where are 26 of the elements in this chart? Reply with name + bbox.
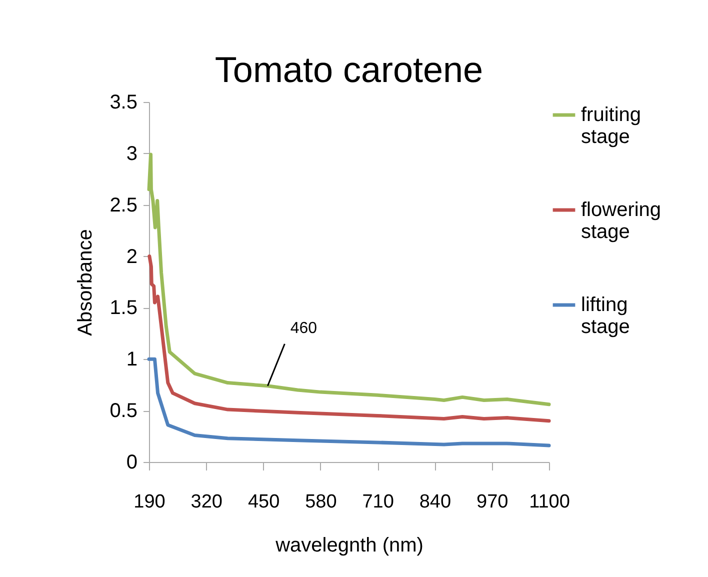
y-tick-label: 0.5 bbox=[110, 400, 138, 422]
y-tick-label: 2.5 bbox=[110, 194, 138, 216]
line-series bbox=[147, 357, 551, 448]
x-tick-label: 1100 bbox=[529, 492, 570, 512]
x-tick-label: 970 bbox=[476, 492, 508, 512]
x-axis-title: wavelegnth (nm) bbox=[274, 534, 424, 556]
x-tick-label: 580 bbox=[305, 492, 337, 512]
annotation: 460 bbox=[290, 320, 318, 337]
y-tick-label: 3 bbox=[126, 142, 138, 165]
x-tick-label: 320 bbox=[190, 492, 222, 512]
x-tick-label: 190 bbox=[134, 492, 166, 512]
legend-label: lifting stage bbox=[581, 294, 630, 338]
y-tick-label: 1.5 bbox=[110, 297, 138, 320]
line-series bbox=[148, 254, 551, 423]
y-axis-title: Absorbance bbox=[74, 229, 97, 336]
legend-label: fruiting stage bbox=[581, 104, 642, 148]
y-tick-label: 1 bbox=[126, 348, 138, 371]
x-tick-label: 710 bbox=[362, 492, 394, 512]
x-tick-label: 450 bbox=[248, 492, 280, 512]
legend-label: flowering stage bbox=[581, 199, 662, 243]
x-tick-label: 840 bbox=[419, 492, 452, 512]
y-tick-label: 3.5 bbox=[110, 92, 138, 114]
line-series bbox=[147, 152, 551, 406]
y-tick-label: 0 bbox=[126, 452, 138, 474]
chart-title: Tomato carotene bbox=[214, 49, 484, 90]
y-tick-label: 2 bbox=[126, 246, 138, 268]
